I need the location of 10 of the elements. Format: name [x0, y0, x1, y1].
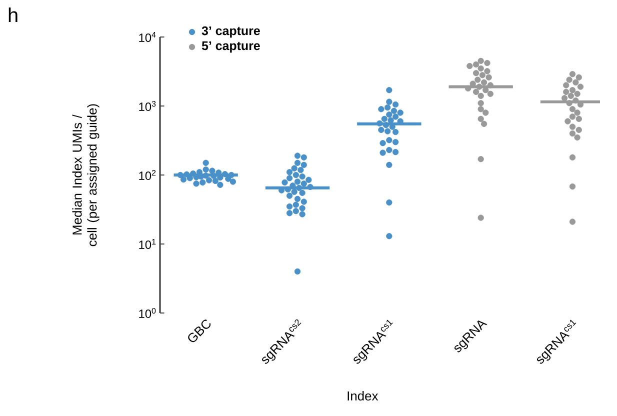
y-axis-title: Median Index UMIs / cell (per assigned guide)	[72, 104, 100, 246]
legend-label: 5’ capture	[202, 41, 260, 53]
legend-label: 3’ capture	[202, 26, 260, 38]
y-tick-label: 10$^{4}$	[139, 32, 156, 42]
y-tick-label: 10$^{3}$	[139, 100, 156, 111]
y-tick-label: 10$^{0}$	[139, 308, 156, 318]
chart-title: h	[8, 8, 18, 22]
y-tick-label: 10$^{1}$	[139, 239, 156, 249]
x-axis-title: Index	[348, 391, 378, 401]
y-tick-label: 10$^{2}$	[139, 170, 156, 180]
